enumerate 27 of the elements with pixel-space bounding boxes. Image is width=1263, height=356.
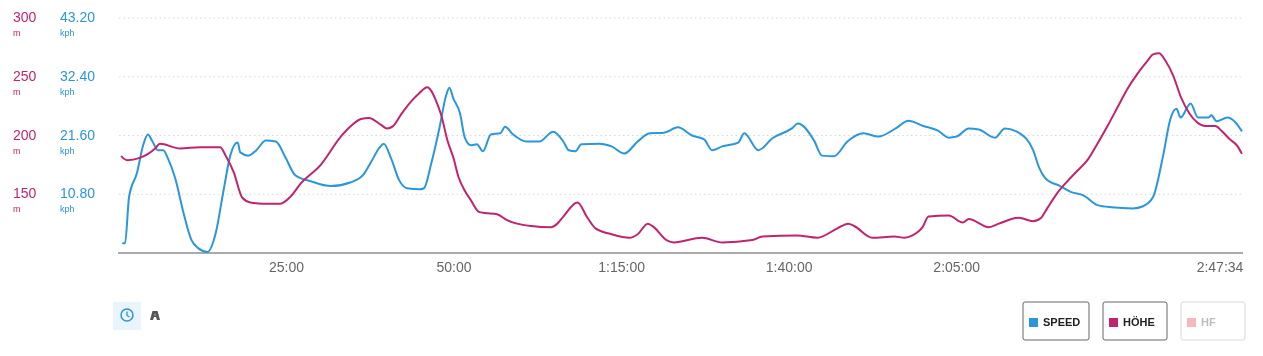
y2-tick-label: 200 [13, 126, 37, 143]
y-tick-label: 43.20 [60, 9, 96, 25]
line-series [120, 52, 1243, 244]
x-tick-label: 25:00 [269, 259, 305, 275]
line-series [122, 86, 1243, 253]
text: m [13, 86, 21, 97]
text: m [13, 145, 21, 156]
text: m [13, 28, 21, 38]
text: kph [60, 86, 75, 97]
y-axis-title: kph [60, 204, 75, 215]
y-tick-label: 21.60 [60, 126, 96, 143]
x-tick-label: 50:00 [436, 259, 472, 275]
x-tick-label: 1:40:00 [765, 259, 813, 275]
x-tick-label: 1:15:00 [598, 259, 646, 275]
x-tick-label: 2:47:34 [1196, 259, 1244, 275]
legend-label: HÖHE [1123, 316, 1155, 328]
y2-axis-title: m [13, 204, 21, 215]
text: kph [60, 28, 75, 38]
y-tick-label: 10.80 [60, 185, 96, 202]
text: kph [60, 145, 75, 156]
legend-label: SPEED [1043, 316, 1081, 328]
y2-tick-label: 250 [13, 67, 37, 84]
y2-tick-label: 150 [13, 185, 37, 202]
x-tick-label: 2:05:00 [933, 259, 981, 275]
y2-tick-label: 300 [13, 9, 37, 25]
legend-label: HF [1201, 316, 1216, 328]
y-tick-label: 32.40 [60, 67, 96, 84]
